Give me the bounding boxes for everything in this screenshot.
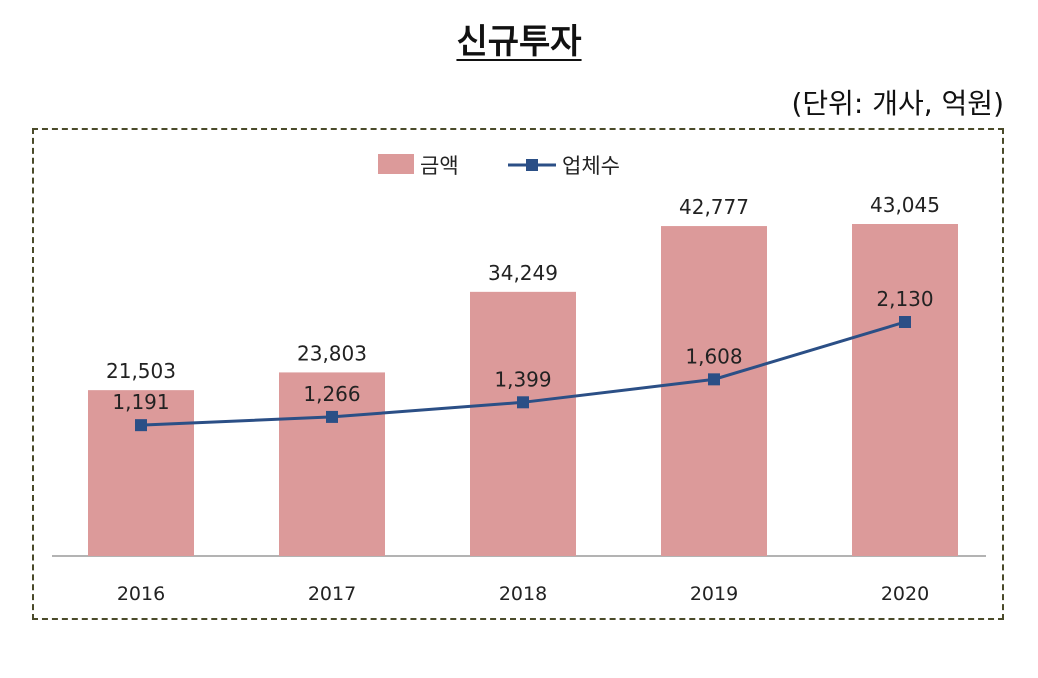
chart-frame: [32, 128, 1004, 620]
line-label-2016: 1,191: [112, 390, 169, 414]
legend-swatch-amount: [378, 154, 414, 174]
bar-label-2018: 34,249: [488, 261, 558, 285]
unit-note: (단위: 개사, 억원): [791, 87, 1004, 120]
line-point-2019: [708, 373, 720, 386]
x-ticks: 2016 2017 2018 2019 2020: [117, 583, 929, 605]
line-labels: 1,191 1,266 1,399 1,608 2,130: [112, 287, 933, 414]
line-point-2018: [517, 396, 529, 409]
line-label-2020: 2,130: [876, 287, 933, 311]
bar-2020: [852, 224, 958, 556]
line-point-2020: [899, 316, 911, 328]
chart-title: 신규투자: [456, 22, 582, 62]
line-point-2017: [326, 410, 338, 423]
bar-label-2020: 43,045: [870, 193, 940, 217]
bar-label-2019: 42,777: [679, 195, 749, 219]
x-tick-2017: 2017: [308, 583, 356, 605]
legend-label-amount: 금액: [420, 154, 459, 178]
bar-label-2017: 23,803: [297, 341, 367, 365]
bar-series: [88, 224, 958, 556]
bar-label-2016: 21,503: [106, 359, 176, 383]
bar-2018: [470, 291, 576, 556]
line-label-2018: 1,399: [494, 367, 551, 391]
line-label-2017: 1,266: [303, 382, 360, 406]
x-tick-2016: 2016: [117, 583, 165, 605]
bar-2017: [279, 372, 385, 556]
bar-2019: [661, 226, 767, 556]
x-tick-2018: 2018: [499, 583, 547, 605]
line-point-2016: [135, 419, 147, 432]
line-label-2019: 1,608: [685, 344, 742, 368]
x-tick-2020: 2020: [881, 583, 929, 605]
legend-marker-count: [526, 159, 538, 171]
x-tick-2019: 2019: [690, 583, 738, 605]
bar-labels: 21,503 23,803 34,249 42,777 43,045: [106, 193, 940, 383]
bar-2016: [88, 390, 194, 556]
legend: 금액 업체수: [378, 154, 620, 178]
line-markers: [135, 316, 911, 432]
legend-label-count: 업체수: [562, 154, 620, 178]
